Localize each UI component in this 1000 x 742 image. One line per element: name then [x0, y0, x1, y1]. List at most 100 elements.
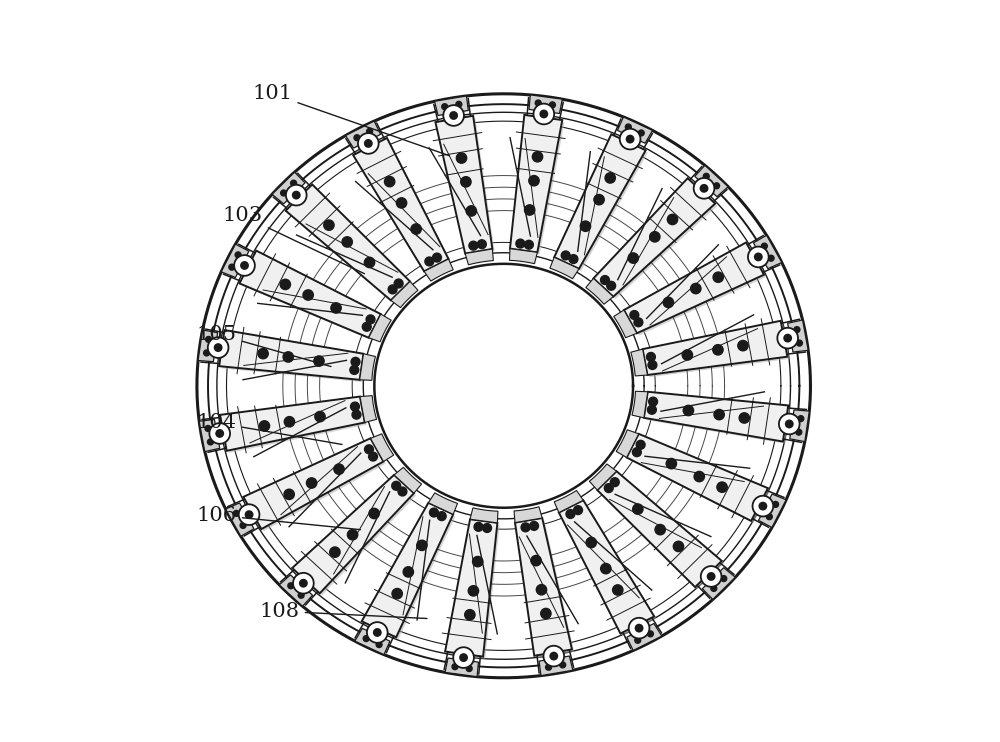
- Polygon shape: [515, 518, 572, 656]
- Circle shape: [388, 285, 397, 294]
- Polygon shape: [627, 434, 768, 521]
- Circle shape: [235, 252, 241, 257]
- Circle shape: [768, 255, 774, 261]
- Circle shape: [796, 340, 802, 346]
- Circle shape: [721, 576, 727, 582]
- Circle shape: [358, 133, 379, 154]
- Polygon shape: [624, 243, 764, 333]
- Circle shape: [398, 487, 407, 496]
- Polygon shape: [529, 95, 562, 114]
- Polygon shape: [346, 121, 381, 148]
- Circle shape: [666, 459, 677, 469]
- Circle shape: [524, 240, 533, 249]
- Circle shape: [477, 240, 486, 249]
- Circle shape: [461, 177, 471, 187]
- Polygon shape: [631, 349, 647, 376]
- Polygon shape: [438, 118, 495, 256]
- Circle shape: [541, 608, 551, 619]
- Circle shape: [367, 622, 388, 643]
- Circle shape: [530, 522, 538, 531]
- Circle shape: [433, 253, 441, 262]
- Circle shape: [533, 104, 554, 125]
- Polygon shape: [593, 178, 715, 297]
- Polygon shape: [221, 332, 366, 382]
- Circle shape: [524, 205, 535, 215]
- Circle shape: [569, 255, 578, 263]
- Circle shape: [364, 257, 375, 268]
- Circle shape: [411, 224, 421, 234]
- Circle shape: [560, 662, 566, 668]
- Circle shape: [635, 637, 641, 643]
- Circle shape: [306, 478, 317, 488]
- Circle shape: [574, 506, 582, 514]
- Circle shape: [549, 102, 555, 108]
- Circle shape: [234, 255, 255, 276]
- Circle shape: [334, 464, 344, 474]
- Text: 106: 106: [197, 505, 360, 530]
- Circle shape: [620, 129, 640, 149]
- Circle shape: [532, 151, 543, 162]
- Circle shape: [430, 508, 438, 517]
- Circle shape: [613, 585, 623, 595]
- Circle shape: [474, 522, 483, 531]
- Circle shape: [288, 582, 294, 588]
- Polygon shape: [510, 115, 562, 252]
- Circle shape: [703, 174, 709, 180]
- Circle shape: [694, 471, 704, 482]
- Circle shape: [362, 322, 371, 331]
- Polygon shape: [292, 475, 414, 594]
- Polygon shape: [370, 434, 394, 462]
- Circle shape: [351, 402, 359, 411]
- Polygon shape: [617, 117, 653, 143]
- Circle shape: [465, 610, 475, 620]
- Polygon shape: [586, 278, 613, 304]
- Polygon shape: [556, 137, 648, 271]
- Circle shape: [691, 283, 701, 294]
- Polygon shape: [643, 321, 787, 375]
- Circle shape: [594, 194, 604, 205]
- Circle shape: [766, 513, 772, 519]
- Circle shape: [610, 478, 619, 487]
- Polygon shape: [445, 519, 497, 657]
- Circle shape: [700, 184, 708, 193]
- Circle shape: [650, 232, 660, 242]
- Circle shape: [466, 666, 472, 672]
- Circle shape: [601, 275, 609, 284]
- Circle shape: [714, 410, 724, 420]
- Circle shape: [694, 178, 714, 199]
- Circle shape: [604, 484, 613, 493]
- Polygon shape: [539, 656, 573, 676]
- Circle shape: [437, 512, 446, 521]
- Circle shape: [240, 522, 246, 528]
- Polygon shape: [353, 138, 449, 272]
- Circle shape: [347, 530, 358, 540]
- Circle shape: [331, 303, 341, 313]
- Circle shape: [392, 588, 402, 599]
- Polygon shape: [600, 473, 724, 589]
- Circle shape: [240, 261, 249, 270]
- Circle shape: [717, 482, 727, 493]
- Circle shape: [239, 505, 259, 525]
- Circle shape: [281, 190, 287, 196]
- Polygon shape: [360, 354, 375, 381]
- Circle shape: [785, 419, 794, 428]
- Text: 108: 108: [260, 602, 427, 621]
- Polygon shape: [616, 430, 639, 458]
- Circle shape: [647, 405, 656, 414]
- Circle shape: [635, 624, 644, 633]
- Polygon shape: [428, 493, 457, 514]
- Circle shape: [739, 413, 749, 423]
- Circle shape: [633, 504, 643, 514]
- Circle shape: [214, 343, 223, 352]
- Circle shape: [714, 183, 720, 188]
- Circle shape: [796, 429, 802, 435]
- Polygon shape: [470, 508, 498, 523]
- Circle shape: [425, 257, 434, 266]
- Circle shape: [204, 350, 210, 356]
- Polygon shape: [597, 471, 722, 587]
- Polygon shape: [272, 172, 305, 204]
- Polygon shape: [554, 134, 646, 269]
- Circle shape: [443, 105, 464, 126]
- Circle shape: [456, 153, 467, 163]
- Text: 103: 103: [223, 206, 364, 274]
